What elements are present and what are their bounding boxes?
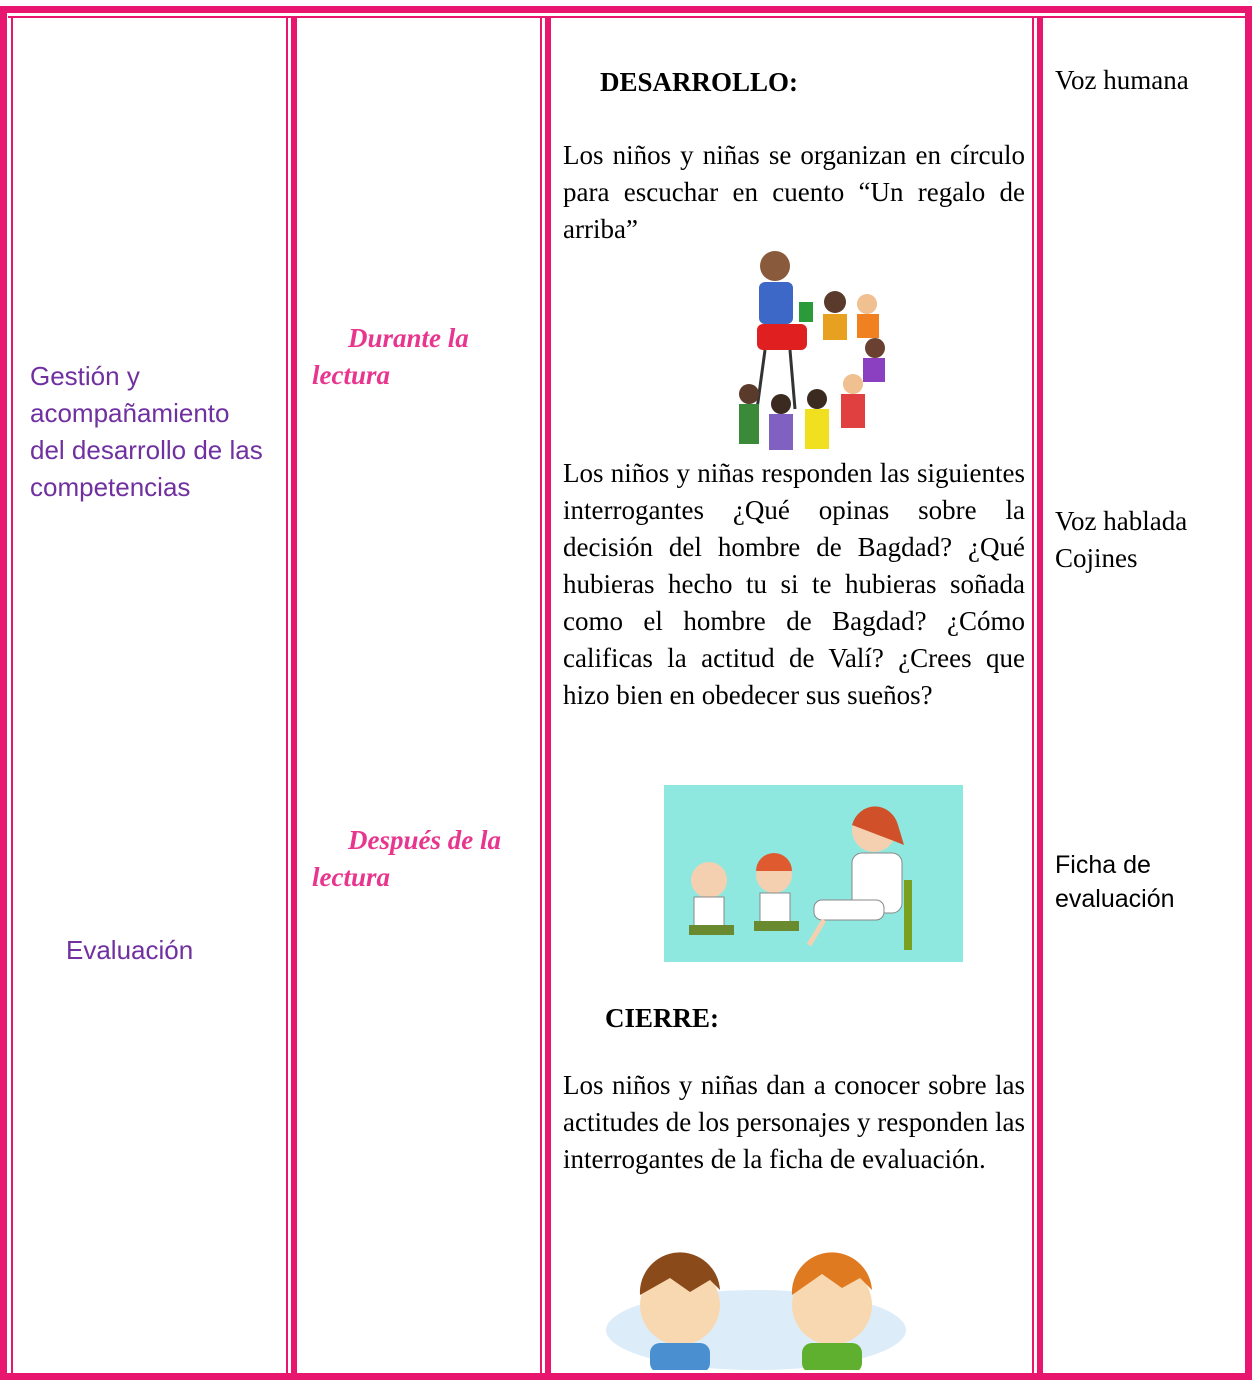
border [540,16,542,1374]
phase-after: Después de la lectura [312,825,501,892]
illustration [606,1252,906,1370]
border [286,16,288,1374]
heading: CIERRE: [605,1003,720,1033]
illustration [735,244,893,456]
heading: DESARROLLO: [600,67,799,97]
resource: Cojines [1055,543,1138,573]
border [0,6,7,1380]
border [11,16,13,1374]
paragraph: Los niños y niñas dan a conocer sobre la… [563,1070,1025,1174]
resource: Ficha de evaluación [1055,851,1175,913]
phase-during: Durante la lectura [312,323,469,390]
border [1032,16,1034,1374]
border [0,6,1252,13]
border [291,16,297,1374]
paragraph: Los niños y niñas responden las siguient… [563,458,1025,710]
evaluation: Evaluación [66,935,194,965]
border [0,1373,1252,1380]
stage: Gestión y acompañamiento del desarrollo … [30,361,263,502]
border [8,16,1246,18]
border [1245,6,1252,1380]
resource: Voz humana [1055,65,1189,95]
resource: Voz hablada [1055,506,1188,536]
border [545,16,551,1374]
border [1037,16,1043,1374]
illustration [664,785,963,962]
paragraph: Los niños y niñas se organizan en círcul… [563,140,1025,244]
